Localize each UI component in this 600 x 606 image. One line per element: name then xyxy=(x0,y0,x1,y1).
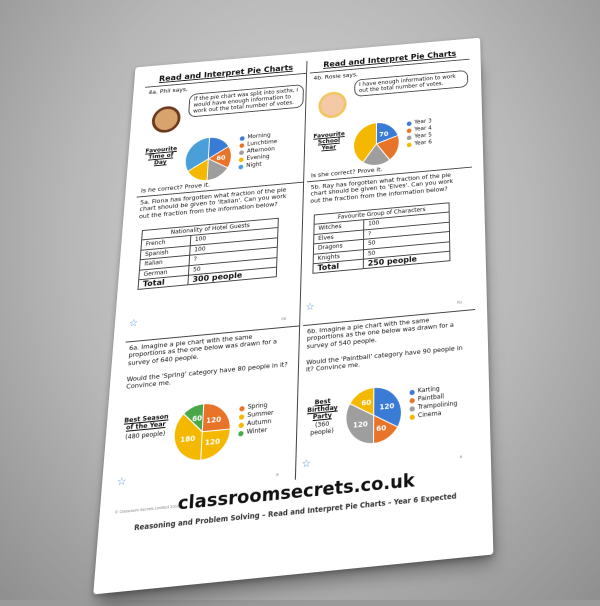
pie-data-label: 60 xyxy=(376,423,386,433)
q4b-chart-label: Favourite School Year xyxy=(312,131,347,153)
worksheet-grid: Read and Interpret Pie Charts 4a. Phil s… xyxy=(114,47,479,497)
legend-swatch xyxy=(239,150,244,155)
question-5b: 5b. Ray has forgotten what fraction of t… xyxy=(303,167,475,326)
q4a-pie-chart: 60 xyxy=(182,134,234,185)
q6b-legend: Karting Paintball Trampolining Cinema xyxy=(410,384,458,422)
q6a-legend: Spring Summer Autumn Winter xyxy=(238,401,274,438)
q6b-chart-label: Best Birthday Party xyxy=(305,397,340,422)
pie-data-label: 60 xyxy=(192,414,203,424)
legend-item: Year 6 xyxy=(407,139,432,148)
worksheet: Read and Interpret Pie Charts 4a. Phil s… xyxy=(93,38,493,595)
legend-swatch xyxy=(239,414,244,420)
q6b-pie-chart: 120 60 120 60 xyxy=(343,383,403,449)
legend-swatch xyxy=(239,157,244,162)
legend-label: Night xyxy=(246,161,262,170)
legend-label: Winter xyxy=(246,427,267,437)
star-icon: ☆ xyxy=(306,303,315,311)
legend-swatch xyxy=(410,414,415,420)
q4a-legend: Morning Lunchtime Afternoon Evening Night xyxy=(238,131,277,170)
legend-swatch xyxy=(239,143,244,148)
pie-data-label: 120 xyxy=(379,402,394,412)
pie-data-label: 120 xyxy=(353,420,369,430)
q4b-pie-chart: 70 xyxy=(351,119,401,169)
legend-swatch xyxy=(407,128,412,133)
pie-data-label: 120 xyxy=(205,437,221,447)
question-4b: 4b. Rosie says, I have enough informatio… xyxy=(307,59,472,183)
pie-data-label: 70 xyxy=(379,130,389,138)
pie-data-label: 60 xyxy=(361,398,371,408)
legend-swatch xyxy=(410,406,415,412)
legend-swatch xyxy=(407,142,412,147)
q6b-code: R xyxy=(460,454,463,462)
q5b-table: Favourite Group of Characters Witches 100 E… xyxy=(312,202,450,274)
question-6a: 6a. Imagine a pie chart with the same pr… xyxy=(114,325,300,498)
star-icon: ☆ xyxy=(301,460,311,469)
legend-swatch xyxy=(407,135,412,140)
q6a-pie-chart: 120 120 180 60 xyxy=(170,399,233,465)
question-4a: 4a. Phil says, If the pie chart was spli… xyxy=(137,73,307,198)
legend-swatch xyxy=(410,397,415,403)
q5a-table: Nationality of Hotel Guests French 100 Span… xyxy=(137,218,278,291)
legend-swatch xyxy=(239,405,244,411)
left-column: Read and Interpret Pie Charts 4a. Phil s… xyxy=(114,61,308,497)
legend-swatch xyxy=(407,121,412,126)
q6a-chart-label: Best Season of the Year xyxy=(123,413,170,432)
boy-avatar-icon xyxy=(151,105,181,134)
q5a-code: PD xyxy=(281,316,286,324)
pie-data-label: 180 xyxy=(180,434,196,444)
girl-avatar-icon xyxy=(318,91,347,119)
legend-label: Cinema xyxy=(418,410,442,421)
legend-swatch xyxy=(239,422,244,428)
q6b-chart-sub: (360 people) xyxy=(304,420,339,439)
q5b-code: PD xyxy=(457,300,462,308)
star-icon: ☆ xyxy=(117,478,127,487)
q6a-chart-sub: (480 people) xyxy=(122,430,168,442)
pie-data-label: 120 xyxy=(206,415,222,425)
question-6b: 6b. Imagine a pie chart with the same pr… xyxy=(299,309,479,480)
q6a-code: R xyxy=(276,472,279,480)
right-column: Read and Interpret Pie Charts 4b. Rosie … xyxy=(299,47,478,479)
legend-label: Year 6 xyxy=(414,139,432,148)
q6b-question: Would the 'Paintball' category have 90 p… xyxy=(306,344,468,374)
question-5a: 5a. Fiona has forgotten what fraction of… xyxy=(126,182,304,343)
legend-swatch xyxy=(410,389,415,395)
q6a-question: Would the 'Spring' category have 80 peop… xyxy=(126,361,290,391)
legend-swatch xyxy=(240,136,245,141)
star-icon: ☆ xyxy=(129,320,139,328)
pie-data-label: 60 xyxy=(216,154,226,162)
q4b-legend: Year 3 Year 4 Year 5 Year 6 xyxy=(407,118,432,148)
q4a-chart-label: Favourite Time of Day xyxy=(143,145,179,167)
legend-swatch xyxy=(238,164,243,169)
legend-swatch xyxy=(238,430,243,436)
